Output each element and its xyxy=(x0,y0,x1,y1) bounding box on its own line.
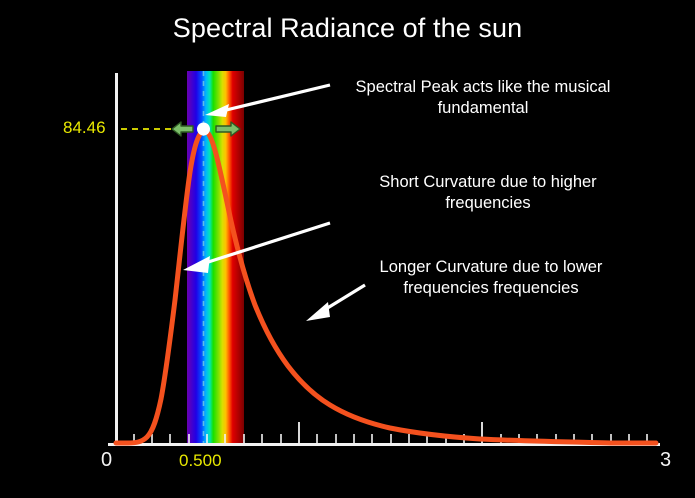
y-axis-peak-value-label: 84.46 xyxy=(63,118,106,137)
x-axis-peak-label: 0.500 xyxy=(179,451,222,470)
annotation-long-curvature: Longer Curvature due to lower frequencie… xyxy=(379,258,603,297)
x-axis-min-label: 0 xyxy=(101,449,113,471)
peak-marker-dot xyxy=(197,122,210,136)
annotation-arrow-peak xyxy=(205,83,331,117)
page-title: Spectral Radiance of the sun xyxy=(172,13,523,43)
spectral-radiance-curve xyxy=(113,128,659,446)
annotation-arrow-long-curvature xyxy=(306,283,366,321)
peak-width-arrows xyxy=(171,121,241,137)
right-range-arrow-icon xyxy=(215,121,241,137)
left-range-arrow-icon xyxy=(171,121,194,137)
x-axis-max-label: 3 xyxy=(660,449,672,471)
annotation-spectral-peak: Spectral Peak acts like the musical fund… xyxy=(355,78,611,117)
annotation-arrow-short-curvature xyxy=(183,221,331,273)
annotation-short-curvature: Short Curvature due to higher frequencie… xyxy=(379,173,597,212)
